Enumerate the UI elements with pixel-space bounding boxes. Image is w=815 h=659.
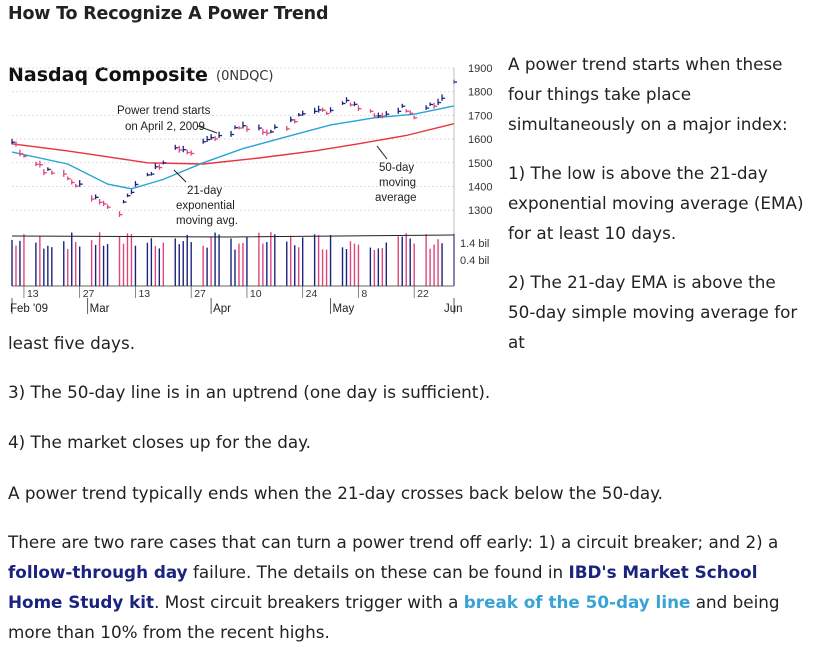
annotation-50-line1: 50-day — [379, 162, 414, 174]
rare-text-1: There are two rare cases that can turn a… — [8, 532, 779, 552]
annotation-power-line2: on April 2, 2009 — [125, 121, 205, 133]
annotation-21-day: 21-day exponential moving avg. — [173, 169, 238, 227]
market-school-link[interactable]: IBD's Market School Home Study kit — [8, 562, 758, 612]
rare-text-3: . Most circuit breakers trigger with a — [154, 592, 464, 612]
condition-2-start: 2) The 21-day EMA is above the 50-day si… — [508, 272, 798, 352]
price-tick-label: 1600 — [468, 134, 492, 146]
price-tick-label: 1700 — [468, 110, 492, 122]
annotation-50-day: 50-day moving average — [375, 145, 417, 204]
month-label: Feb '09 — [10, 303, 48, 315]
chart-title: Nasdaq Composite — [8, 64, 208, 86]
annotation-21-line1: 21-day — [187, 185, 222, 197]
annotation-50-line3: average — [375, 192, 417, 204]
intro-column: A power trend starts when these four thi… — [508, 49, 808, 357]
price-tick-label: 1300 — [468, 205, 492, 217]
price-tick-label: 1400 — [468, 181, 492, 193]
month-label: Mar — [90, 303, 110, 315]
month-label: Jun — [444, 303, 463, 315]
annotation-power-trend: Power trend starts on April 2, 2009 — [117, 105, 218, 134]
follow-through-day-link[interactable]: follow-through day — [8, 562, 188, 582]
power-trend-ending: A power trend typically ends when the 21… — [8, 483, 664, 503]
rare-text-4: and being more than 10% from the recent … — [8, 592, 780, 642]
intro-text: A power trend starts when these four thi… — [508, 54, 788, 134]
rare-text-2: failure. The details on these can be fou… — [187, 562, 569, 582]
nasdaq-chart-svg: Nasdaq Composite (0NDQC) 1900 1800 1700 160… — [4, 54, 500, 322]
price-tick-label: 1800 — [468, 87, 492, 99]
break-50-day-link[interactable]: break of the 50-day line — [463, 592, 691, 612]
chart-ticker: (0NDQC) — [216, 69, 273, 84]
month-label: May — [333, 303, 355, 315]
condition-3: 3) The 50-day line is in an uptrend (one… — [8, 382, 491, 402]
annotation-21-line2: exponential — [176, 200, 235, 212]
day-tick-label: 8 — [361, 288, 367, 300]
day-tick-label: 13 — [27, 288, 39, 300]
condition-4: 4) The market closes up for the day. — [8, 432, 312, 452]
condition-1: 1) The low is above the 21-day exponenti… — [508, 163, 804, 243]
price-tick-label: 1900 — [468, 63, 492, 75]
annotation-21-line3: moving avg. — [176, 215, 238, 227]
volume-tick-label: 0.4 bil — [460, 255, 489, 267]
ema21-line — [11, 105, 455, 190]
price-tick-label: 1500 — [468, 158, 492, 170]
volume-tick-label: 1.4 bil — [460, 238, 489, 250]
page-heading: How To Recognize A Power Trend — [8, 4, 329, 24]
ma50-line — [11, 123, 455, 165]
day-tick-label: 13 — [138, 288, 150, 300]
condition-2-end: least five days. — [8, 333, 136, 353]
day-tick-label: 27 — [83, 288, 95, 300]
rare-cases-paragraph: There are two rare cases that can turn a… — [8, 527, 808, 647]
day-tick-label: 24 — [306, 288, 318, 300]
month-label: Apr — [213, 303, 231, 315]
day-tick-label: 22 — [417, 288, 429, 300]
day-tick-label: 27 — [194, 288, 206, 300]
annotation-50-line2: moving — [379, 177, 416, 189]
volume-average-line — [11, 234, 455, 238]
annotation-power-line1: Power trend starts — [117, 105, 211, 117]
day-tick-label: 10 — [250, 288, 262, 300]
nasdaq-chart: Nasdaq Composite (0NDQC) 1900 1800 1700 160… — [4, 54, 500, 322]
